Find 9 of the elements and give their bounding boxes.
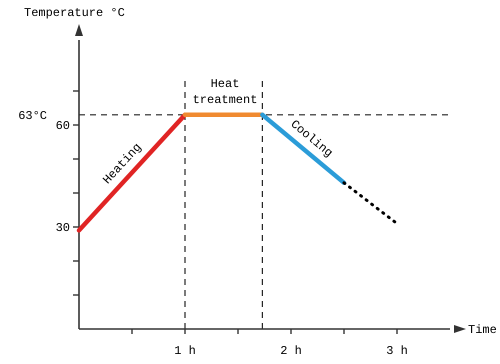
x-axis-title: Time	[468, 323, 497, 337]
series-label: Heat treatment	[192, 76, 258, 107]
y-tick-label: 30	[56, 221, 70, 235]
x-tick-label: 1 h	[174, 344, 196, 358]
x-tick-label: 2 h	[280, 344, 302, 358]
y-tick-label: 60	[56, 119, 70, 133]
ref-line-label: 63°C	[18, 108, 47, 123]
y-axis-title: Temperature °C	[24, 6, 125, 20]
x-tick-label: 3 h	[386, 344, 408, 358]
